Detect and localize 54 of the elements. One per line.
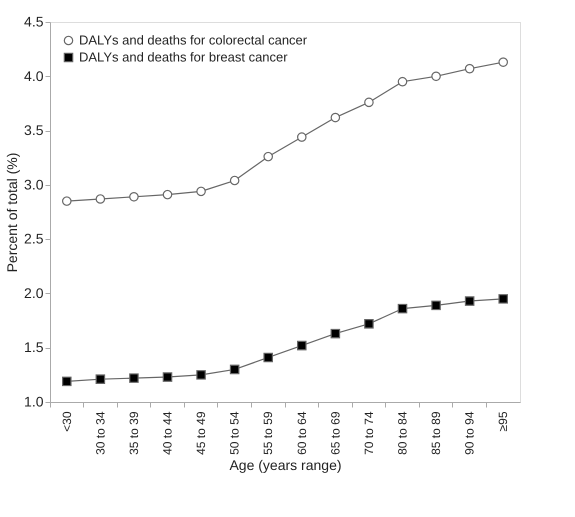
y-tick-label: 3.5 bbox=[24, 122, 44, 138]
y-tick-label: 3.0 bbox=[24, 176, 44, 192]
x-tick-label: 55 to 59 bbox=[261, 411, 276, 455]
point bbox=[263, 352, 273, 362]
x-tick-label: 90 to 94 bbox=[462, 411, 477, 455]
point bbox=[62, 376, 72, 386]
point bbox=[330, 112, 340, 122]
x-tick-label: <30 bbox=[60, 411, 74, 432]
point bbox=[297, 132, 307, 142]
point bbox=[398, 304, 408, 314]
y-axis-title: Percent of total (%) bbox=[4, 152, 20, 272]
x-tick-label: 80 to 84 bbox=[396, 411, 410, 455]
x-tick-label: 70 to 74 bbox=[362, 411, 376, 455]
point bbox=[196, 186, 206, 196]
y-tick-label: 2.0 bbox=[24, 284, 44, 301]
x-tick-label: 50 to 54 bbox=[228, 411, 242, 455]
x-tick-label: 65 to 69 bbox=[328, 411, 342, 455]
point bbox=[364, 98, 374, 108]
point bbox=[464, 296, 474, 306]
x-axis-title: Age (years range) bbox=[229, 456, 342, 473]
point bbox=[263, 152, 273, 162]
y-tick-label: 1.0 bbox=[24, 394, 44, 410]
point bbox=[498, 57, 508, 67]
x-tick-label: 30 to 34 bbox=[93, 411, 108, 455]
point bbox=[96, 374, 106, 384]
point bbox=[129, 373, 139, 383]
x-tick-label: ≥95 bbox=[496, 411, 510, 432]
point bbox=[230, 176, 240, 186]
x-tick-label: 40 to 44 bbox=[160, 411, 174, 455]
point bbox=[297, 340, 307, 350]
point bbox=[431, 300, 441, 310]
point bbox=[330, 328, 340, 338]
point bbox=[162, 190, 172, 200]
point bbox=[162, 372, 172, 382]
x-tick-label: 85 to 89 bbox=[429, 411, 444, 455]
point bbox=[398, 76, 408, 86]
point bbox=[230, 364, 240, 374]
point bbox=[129, 192, 139, 202]
point bbox=[464, 64, 474, 74]
y-tick-label: 2.5 bbox=[24, 230, 44, 247]
point bbox=[196, 370, 206, 380]
y-tick-label: 1.5 bbox=[24, 339, 44, 356]
point bbox=[96, 194, 106, 204]
point bbox=[62, 196, 72, 206]
legend-label: DALYs and deaths for breast cancer bbox=[79, 50, 288, 64]
x-tick-label: 35 to 39 bbox=[126, 411, 141, 455]
x-tick-label: 45 to 49 bbox=[194, 411, 208, 455]
point bbox=[364, 319, 374, 329]
y-tick-label: 4.0 bbox=[24, 68, 44, 84]
legend-label: DALYs and deaths for colorectal cancer bbox=[79, 32, 308, 48]
point bbox=[431, 72, 441, 82]
x-tick-label: 60 to 64 bbox=[294, 411, 309, 455]
y-tick-label: 4.5 bbox=[24, 14, 44, 30]
point bbox=[498, 294, 508, 304]
